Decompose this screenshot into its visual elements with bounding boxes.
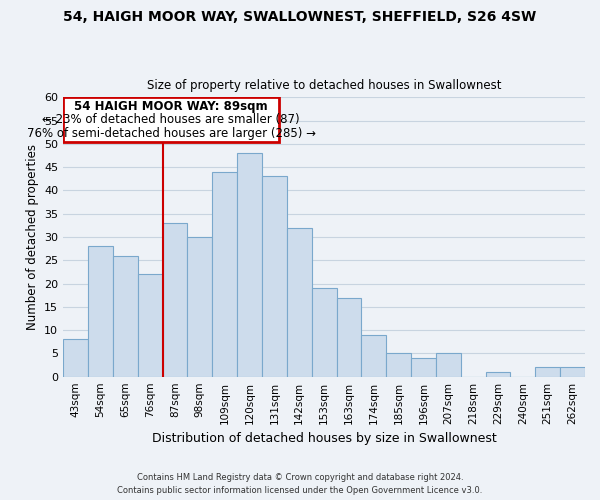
Bar (411, 358, 436, 376)
Bar (311, 288, 337, 376)
X-axis label: Distribution of detached houses by size in Swallownest: Distribution of detached houses by size … (152, 432, 496, 445)
Bar (88, 246, 113, 376)
Bar (237, 153, 262, 376)
Text: ← 23% of detached houses are smaller (87): ← 23% of detached houses are smaller (87… (43, 113, 300, 126)
Bar (187, 237, 212, 376)
Text: Contains HM Land Registry data © Crown copyright and database right 2024.
Contai: Contains HM Land Registry data © Crown c… (118, 473, 482, 495)
Text: 54, HAIGH MOOR WAY, SWALLOWNEST, SHEFFIELD, S26 4SW: 54, HAIGH MOOR WAY, SWALLOWNEST, SHEFFIE… (64, 10, 536, 24)
Bar (262, 176, 287, 376)
Bar (386, 354, 411, 376)
Bar (163, 223, 187, 376)
Bar (287, 228, 311, 376)
Bar (535, 368, 560, 376)
Title: Size of property relative to detached houses in Swallownest: Size of property relative to detached ho… (147, 79, 502, 92)
FancyBboxPatch shape (63, 98, 280, 142)
Bar (113, 256, 138, 376)
Bar (560, 368, 585, 376)
Bar (485, 372, 511, 376)
Y-axis label: Number of detached properties: Number of detached properties (26, 144, 38, 330)
Bar (63, 340, 88, 376)
Bar (337, 298, 361, 376)
Text: 54 HAIGH MOOR WAY: 89sqm: 54 HAIGH MOOR WAY: 89sqm (74, 100, 268, 112)
Text: 76% of semi-detached houses are larger (285) →: 76% of semi-detached houses are larger (… (27, 127, 316, 140)
Bar (138, 274, 163, 376)
Bar (361, 335, 386, 376)
Bar (212, 172, 237, 376)
Bar (436, 354, 461, 376)
